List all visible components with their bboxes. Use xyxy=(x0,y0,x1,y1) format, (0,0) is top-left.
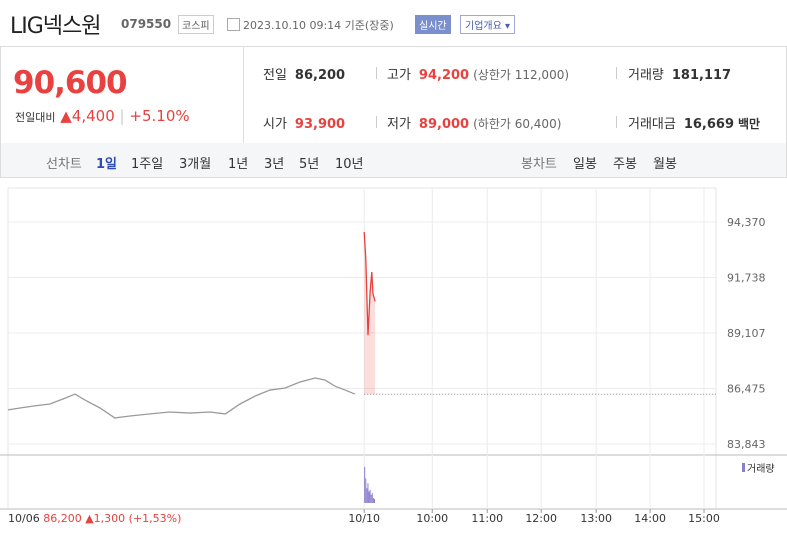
chart: 94,370 91,738 89,107 86,475 83,843 10/10 10:00… xyxy=(0,187,787,525)
period-tab[interactable]: 1년 xyxy=(228,157,249,172)
y-tick-label: 89,107 xyxy=(727,327,766,340)
candle-tab[interactable]: 일봉 xyxy=(573,157,597,172)
volume-bar xyxy=(373,498,375,503)
x-tick-label: 12:00 xyxy=(525,512,557,525)
stat: 거래대금 16,669 백만 xyxy=(628,113,760,132)
stat: 시가 93,900 xyxy=(263,113,345,132)
change-line: 전일대비 ▲4,400 | +5.10% xyxy=(15,107,190,125)
y-tick-label: 86,475 xyxy=(727,382,766,395)
calendar-icon xyxy=(227,18,240,31)
x-tick-label: 14:00 xyxy=(634,512,666,525)
change-pct: +5.10% xyxy=(129,107,190,125)
footer-date: 10/06 xyxy=(8,512,40,525)
stock-name: LIG넥스원 xyxy=(10,14,102,39)
x-tick-label: 10/10 xyxy=(348,512,380,525)
volume-bar xyxy=(366,488,368,503)
footer: 10/06 86,200 ▲1,300 (+1,53%) xyxy=(8,512,181,525)
period-tabs: 선차트 1일 1주일 3개월 1년 3년 5년 10년 봉차트 일봉 주봉 월봉 xyxy=(0,143,787,178)
period-tab[interactable]: 3년 xyxy=(264,157,285,172)
stat-value: 16,669 xyxy=(683,117,735,132)
stat-value: 86,200 xyxy=(294,68,346,83)
volume-bar xyxy=(369,489,371,503)
tab-group-label: 선차트 xyxy=(46,157,82,172)
y-tick-label: 94,370 xyxy=(727,216,766,229)
candle-tab[interactable]: 주봉 xyxy=(613,157,637,172)
divider xyxy=(616,116,617,128)
stat-label: 거래대금 xyxy=(628,117,676,132)
legend-swatch xyxy=(742,463,745,472)
timestamp: 2023.10.10 09:14 기준(장중) xyxy=(243,19,394,32)
current-price: 90,600 xyxy=(13,65,128,101)
stat: 저가 89,000 (하한가 60,400) xyxy=(387,113,561,132)
period-tab[interactable]: 1주일 xyxy=(131,157,164,172)
stat-value: 93,900 xyxy=(294,117,346,132)
plot-frame xyxy=(7,187,717,510)
period-tab[interactable]: 3개월 xyxy=(179,157,212,172)
volume-bar xyxy=(365,478,367,503)
up-arrow: ▲ xyxy=(82,512,94,525)
realtime-button[interactable]: 실시간 xyxy=(415,15,451,34)
up-arrow: ▲ xyxy=(60,107,72,125)
x-tick-label: 11:00 xyxy=(471,512,503,525)
footer-change: 1,300 xyxy=(94,512,126,525)
stat: 전일 86,200 xyxy=(263,64,345,83)
tab-group-label: 봉차트 xyxy=(521,157,557,172)
volume-bar xyxy=(364,466,366,503)
stat-label: 시가 xyxy=(263,117,287,132)
change-label: 전일대비 xyxy=(15,111,56,124)
volume-bar xyxy=(370,494,372,503)
change-value: 4,400 xyxy=(71,107,115,125)
period-tab[interactable]: 10년 xyxy=(335,157,364,172)
volume-bar xyxy=(367,483,369,503)
x-tick-label: 10:00 xyxy=(416,512,448,525)
stat: 거래량 181,117 xyxy=(628,64,731,83)
divider xyxy=(376,67,377,79)
stat-unit: 백만 xyxy=(738,117,761,131)
stat-label: 저가 xyxy=(387,117,411,132)
divider xyxy=(616,67,617,79)
stock-code: 079550 xyxy=(121,17,172,31)
stat: 고가 94,200 (상한가 112,000) xyxy=(387,64,569,83)
stat-value: 181,117 xyxy=(671,68,732,83)
price-panel: 90,600 전일대비 ▲4,400 | +5.10% xyxy=(1,47,244,143)
legend-label: 거래량 xyxy=(747,463,775,475)
stat-note: (하한가 60,400) xyxy=(473,117,562,131)
x-tick-label: 13:00 xyxy=(580,512,612,525)
x-tick-label: 15:00 xyxy=(688,512,720,525)
footer-pct: (+1,53%) xyxy=(129,512,182,525)
period-tab[interactable]: 1일 xyxy=(96,157,118,172)
price-line xyxy=(7,377,356,419)
stat-value: 89,000 xyxy=(418,117,470,132)
candle-tab[interactable]: 월봉 xyxy=(653,157,677,172)
period-tab[interactable]: 5년 xyxy=(299,157,320,172)
quote-panel: 90,600 전일대비 ▲4,400 | +5.10% 전일 86,200 고가 94… xyxy=(0,46,787,144)
stat-label: 고가 xyxy=(387,68,411,83)
company-info-text: 기업개요 xyxy=(465,21,502,32)
volume-bar xyxy=(368,491,370,503)
price-line xyxy=(363,231,376,336)
footer-close: 86,200 xyxy=(43,512,82,525)
company-info-button[interactable]: 기업개요 ▾ xyxy=(460,15,516,34)
y-tick-label: 91,738 xyxy=(727,271,766,284)
stat-label: 거래량 xyxy=(628,68,664,83)
stat-note: (상한가 112,000) xyxy=(473,68,570,82)
volume-bar xyxy=(372,498,374,503)
stat-label: 전일 xyxy=(263,68,287,83)
divider xyxy=(376,116,377,128)
stat-value: 94,200 xyxy=(418,68,470,83)
market-badge: 코스피 xyxy=(178,15,214,34)
y-tick-label: 83,843 xyxy=(727,438,766,451)
volume-bar xyxy=(371,493,373,503)
